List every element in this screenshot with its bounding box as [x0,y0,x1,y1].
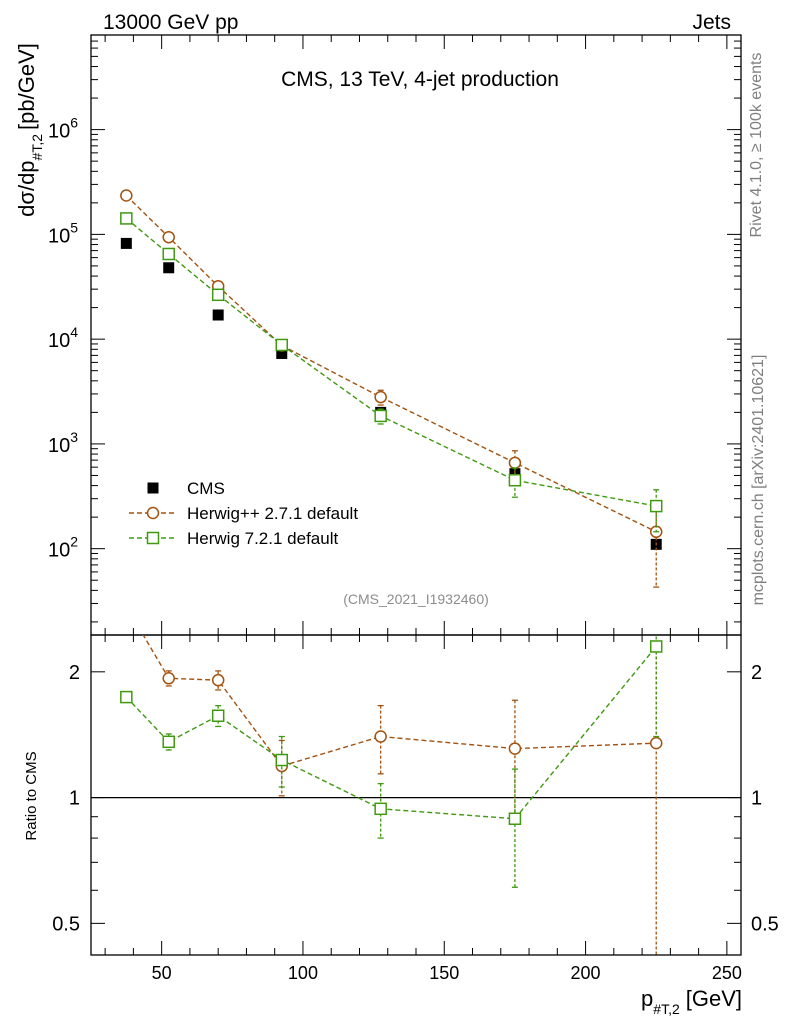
main-y-tick-label: 102 [48,534,78,562]
ratio-line-herwigpp [142,635,657,767]
main-point-herwig7 [211,288,225,302]
ratio-point-herwigpp [508,742,522,755]
header-right: Jets [692,11,731,34]
main-point-herwig7 [374,409,387,423]
main-point-data [163,262,175,274]
analysis-watermark: (CMS_2021_I1932460) [343,591,489,607]
main-y-axis-label-main: dσ/dp [14,160,39,216]
tick-exponent: 6 [70,115,78,131]
tick-exponent: 2 [70,534,78,550]
legend-item-herwig7: Herwig 7.2.1 default [129,529,338,548]
ratio-point-herwig7 [120,690,133,704]
tick-base: 10 [48,330,70,352]
x-tick-label: 250 [712,963,742,983]
main-point-herwigpp [162,230,175,244]
x-axis-label-sub: #T,2 [653,1001,680,1017]
ratio-point-herwigpp [649,736,663,750]
ratio-y-tick-label-left: 2 [69,662,80,684]
mcplots-label: mcplots.cern.ch [arXiv:2401.10621] [750,355,767,606]
main-point-data [276,347,288,359]
header-left: 13000 GeV pp [103,11,238,34]
ratio-point-herwig7 [211,709,225,722]
main-point-herwig7 [162,247,175,261]
main-point-herwigpp [120,189,133,202]
ratio-point-herwigpp [121,601,132,612]
ratio-y-tick-label-right: 2 [751,662,762,684]
ratio-point-herwig7 [649,640,663,653]
ratio-point-herwigpp [211,673,225,687]
ratio-point-herwigpp [162,672,175,685]
tick-exponent: 3 [70,429,78,445]
x-tick-label: 200 [571,963,601,983]
main-y-axis-label: dσ/dp#T,2 [pb/GeV] [14,43,45,217]
legend-item-herwigpp: Herwig++ 2.7.1 default [129,504,358,523]
x-axis-label-main: p [641,986,653,1011]
ratio-point-herwig7 [374,802,387,816]
main-y-tick-label: 103 [48,429,78,457]
ratio-y-tick-label-right: 0.5 [751,913,779,935]
x-tick-label: 100 [288,963,318,983]
ratio-point-herwig7 [162,735,175,749]
ratio-series-herwig7 [120,635,663,888]
ratio-line-herwig7 [125,646,657,820]
main-y-tick-label: 105 [48,219,78,247]
main-y-tick-label: 104 [48,324,78,352]
legend-marker-data [147,482,159,494]
x-axis-label-unit: [GeV] [686,986,742,1011]
tick-exponent: 4 [70,324,78,340]
main-y-axis-label-sub: #T,2 [29,134,45,161]
main-y-tick-label: 106 [48,115,78,143]
x-axis-label: p#T,2 [GeV] [641,986,742,1017]
legend-marker-herwig7 [146,531,160,545]
ratio-series-herwigpp [121,601,663,955]
ratio-y-tick-label-left: 0.5 [52,913,80,935]
legend-label-herwig7: Herwig 7.2.1 default [187,529,338,548]
main-point-herwig7 [120,212,133,225]
main-y-axis-label-unit: [pb/GeV] [14,43,39,130]
ratio-point-herwig7 [508,812,522,825]
main-point-herwig7 [508,473,522,487]
legend-label-herwigpp: Herwig++ 2.7.1 default [187,504,358,523]
main-series-herwigpp [120,189,663,588]
main-point-herwigpp [374,390,387,404]
tick-base: 10 [48,121,70,143]
main-point-data [120,237,132,249]
legend-item-data: CMS [147,479,225,498]
main-line-herwig7 [125,217,657,507]
main-point-herwig7 [275,338,289,352]
tick-base: 10 [48,540,70,562]
ratio-point-herwig7 [275,753,289,767]
main-point-herwigpp [508,456,522,470]
main-point-data [212,309,224,321]
main-point-herwig7 [649,499,663,513]
legend: CMS Herwig++ 2.7.1 default Herwig 7.2.1 de… [129,479,358,548]
x-tick-label: 50 [152,963,172,983]
legend-label-data: CMS [187,479,225,498]
ratio-y-tick-label-left: 1 [69,788,80,810]
tick-base: 10 [48,435,70,457]
chart-title: CMS, 13 TeV, 4-jet production [281,68,559,91]
tick-base: 10 [48,225,70,247]
main-series-herwig7 [120,212,663,533]
x-tick-label: 150 [429,963,459,983]
ratio-panel: 50 100 150 200 250 0.5 0.5 1 1 2 2 [52,601,779,983]
ratio-y-tick-label-right: 1 [751,788,762,810]
ratio-plot-frame [90,634,742,956]
rivet-version-label: Rivet 4.1.0, ≥ 100k events [748,53,765,238]
tick-exponent: 5 [70,219,78,235]
legend-marker-herwigpp [146,506,160,520]
ratio-y-axis-label: Ratio to CMS [23,751,40,840]
ratio-point-herwigpp [374,730,387,743]
